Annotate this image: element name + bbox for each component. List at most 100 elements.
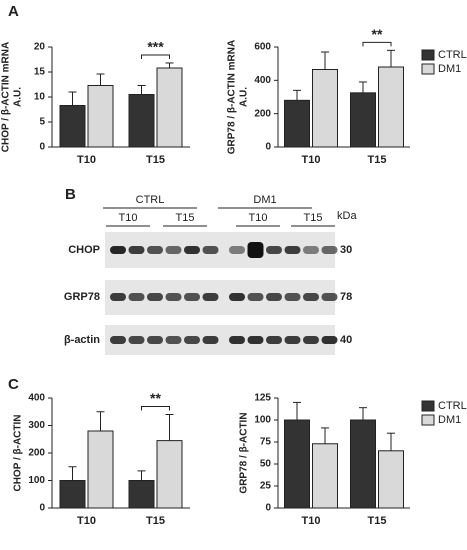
- significance: **: [372, 26, 383, 42]
- y-tick-label: 200: [28, 448, 45, 459]
- bar: [312, 443, 338, 509]
- blot-group: CTRL: [136, 194, 165, 206]
- y-tick-label: 50: [260, 459, 272, 470]
- y-axis-label: CHOP / β-ACTIN mRNA: [1, 42, 12, 152]
- y-tick-label: 400: [254, 75, 271, 86]
- y-axis-label: A.U.: [239, 87, 250, 107]
- bar: [284, 419, 310, 509]
- y-tick-label: 5: [39, 117, 45, 128]
- y-axis-label: GRP78 / β-ACTIN: [239, 412, 250, 493]
- bar: [59, 105, 86, 148]
- bar: [156, 440, 183, 509]
- blot-kda: 30: [340, 244, 352, 256]
- blot-band: [321, 246, 338, 254]
- blot-band: [266, 246, 282, 254]
- x-tick-label: T15: [368, 515, 387, 527]
- x-tick-label: T15: [146, 515, 165, 527]
- y-tick-label: 15: [34, 67, 46, 78]
- significance-bracket: [362, 41, 392, 47]
- x-tick-label: T10: [302, 515, 321, 527]
- blot-band: [147, 246, 163, 254]
- blot-timepoint: T10: [249, 212, 268, 224]
- y-tick-label: 600: [254, 42, 271, 53]
- blot-row-label: GRP78: [64, 291, 100, 303]
- blot-group: DM1: [253, 194, 276, 206]
- y-tick-label: 100: [254, 415, 271, 426]
- x-tick-label: T10: [77, 154, 96, 166]
- blot-band: [110, 246, 126, 254]
- blot-band: [229, 246, 245, 254]
- legend-label: DM1: [438, 63, 461, 75]
- blot-band: [147, 293, 163, 301]
- y-tick-label: 20: [34, 42, 46, 53]
- blot-band: [147, 336, 163, 344]
- bar: [128, 94, 155, 148]
- blot-kda: 78: [340, 291, 352, 303]
- y-tick-label: 300: [28, 420, 45, 431]
- y-axis-label: A.U.: [13, 87, 24, 107]
- blot-band: [165, 293, 182, 301]
- legend-swatch: [421, 414, 435, 426]
- panel-label: B: [65, 186, 76, 203]
- y-tick-label: 0: [265, 503, 271, 514]
- y-tick-label: 100: [28, 475, 45, 486]
- blot-band: [266, 293, 282, 301]
- bar: [156, 67, 183, 148]
- y-tick-label: 25: [260, 481, 272, 492]
- blot-timepoint: T10: [119, 212, 138, 224]
- y-axis-label: CHOP / β-ACTIN: [13, 414, 24, 491]
- legend-label: DM1: [438, 414, 461, 426]
- bar: [59, 480, 86, 509]
- significance: ***: [147, 39, 164, 55]
- blot-band: [184, 336, 200, 344]
- y-tick-label: 0: [265, 142, 271, 153]
- bar: [350, 419, 376, 509]
- blot-band: [247, 242, 264, 258]
- bar: [87, 430, 114, 509]
- blot-band: [303, 246, 319, 254]
- y-axis-label: GRP78 / β-ACTIN mRNA: [227, 40, 238, 154]
- legend-label: CTRL: [438, 400, 467, 412]
- blot-band: [128, 246, 145, 254]
- y-tick-label: 400: [28, 393, 45, 404]
- bar: [378, 66, 404, 148]
- bar: [284, 99, 310, 148]
- blot-band: [184, 293, 200, 301]
- blot-band: [266, 336, 282, 344]
- blot-band: [303, 293, 319, 301]
- blot-band: [110, 293, 126, 301]
- blot-band: [247, 293, 264, 301]
- y-tick-label: 200: [254, 108, 271, 119]
- blot-band: [128, 293, 145, 301]
- bar: [128, 480, 155, 509]
- blot-timepoint: T15: [304, 212, 323, 224]
- blot-band: [284, 293, 301, 301]
- significance-bracket: [141, 406, 170, 411]
- blot-band: [202, 336, 219, 344]
- bar: [87, 85, 114, 148]
- x-tick-label: T15: [146, 154, 165, 166]
- panel-label: C: [8, 376, 19, 393]
- significance-bracket: [141, 54, 170, 59]
- x-tick-label: T10: [77, 515, 96, 527]
- blot-band: [284, 246, 301, 254]
- blot-kda: 40: [340, 334, 352, 346]
- blot-band: [202, 293, 219, 301]
- blot-band: [110, 336, 126, 344]
- y-tick-label: 0: [39, 503, 45, 514]
- legend-swatch: [421, 63, 435, 75]
- legend-swatch: [421, 49, 435, 61]
- significance: **: [150, 390, 161, 406]
- blot-row-label: β-actin: [64, 334, 100, 346]
- legend-swatch: [421, 400, 435, 412]
- legend-label: CTRL: [438, 49, 467, 61]
- blot-band: [184, 246, 200, 254]
- blot-timepoint: T15: [176, 212, 195, 224]
- y-tick-label: 0: [39, 142, 45, 153]
- panel-label: A: [8, 3, 19, 20]
- y-tick-label: 75: [260, 437, 272, 448]
- blot-unit: kDa: [337, 210, 357, 222]
- blot-row-label: CHOP: [68, 244, 100, 256]
- x-tick-label: T15: [368, 154, 387, 166]
- x-tick-label: T10: [302, 154, 321, 166]
